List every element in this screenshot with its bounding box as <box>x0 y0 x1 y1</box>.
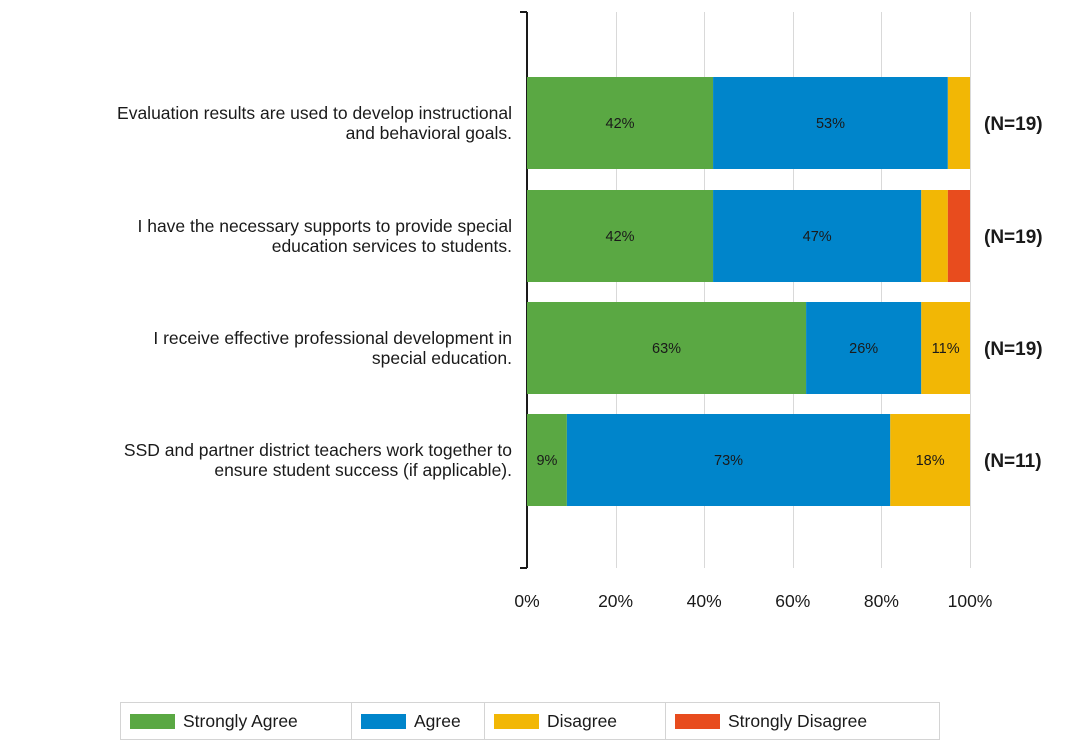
n-label: (N=11) <box>984 451 1042 472</box>
bar-segment <box>527 77 714 169</box>
bar-segment <box>527 190 714 282</box>
category-label: special education. <box>372 348 512 368</box>
legend-label: Disagree <box>547 711 617 731</box>
x-tick-label: 60% <box>775 591 810 611</box>
bar-value-label: 26% <box>849 341 878 357</box>
bar-value-label: 42% <box>606 116 635 132</box>
category-label: Evaluation results are used to develop i… <box>117 103 512 123</box>
x-tick-label: 80% <box>864 591 899 611</box>
bar-value-label: 63% <box>652 341 681 357</box>
y-axis <box>520 11 528 569</box>
n-label: (N=19) <box>984 227 1043 248</box>
bar-segment <box>947 77 970 169</box>
x-tick-labels: 0% 20% 40% 60% 80% 100% <box>514 591 992 611</box>
n-label: (N=19) <box>984 339 1043 360</box>
legend-swatch <box>130 714 175 729</box>
bar-value-label: 11% <box>932 341 960 357</box>
category-labels: Evaluation results are used to develop i… <box>117 103 512 480</box>
bar-segment <box>890 414 970 506</box>
legend-swatch <box>675 714 720 729</box>
legend-swatch <box>494 714 539 729</box>
category-label: and behavioral goals. <box>346 123 512 143</box>
n-label: (N=19) <box>984 114 1043 135</box>
legend-label: Strongly Agree <box>183 711 298 731</box>
category-label: ensure student success (if applicable). <box>214 460 512 480</box>
x-tick-label: 40% <box>687 591 722 611</box>
bar-value-label: 73% <box>714 453 743 469</box>
bar-segment <box>527 302 807 394</box>
bar-value-label: 42% <box>606 229 635 245</box>
bar-value-label: 18% <box>916 453 945 469</box>
bar-segment <box>713 77 948 169</box>
bar-value-label: 47% <box>803 229 832 245</box>
bar-value-label: 53% <box>816 116 845 132</box>
bar-segment <box>713 190 922 282</box>
category-label: education services to students. <box>272 236 512 256</box>
bars: 42% 53% 42% 47% 63% 26% 11% 9% 73% 18% <box>527 77 970 506</box>
x-tick-label: 0% <box>514 591 539 611</box>
bar-value-label: 9% <box>536 453 557 469</box>
bar-segment <box>947 190 970 282</box>
category-label: I receive effective professional develop… <box>153 328 512 348</box>
legend: Strongly Agree Agree Disagree Strongly Disa… <box>120 702 940 740</box>
bar-segment <box>806 302 922 394</box>
x-tick-label: 100% <box>948 591 993 611</box>
category-label: I have the necessary supports to provide… <box>137 216 512 236</box>
bar-segment <box>566 414 891 506</box>
legend-label: Strongly Disagree <box>728 711 867 731</box>
bar-segment <box>921 302 970 394</box>
x-tick-label: 20% <box>598 591 633 611</box>
legend-label: Agree <box>414 711 461 731</box>
n-labels: (N=19) (N=19) (N=19) (N=11) <box>984 114 1043 472</box>
category-label: SSD and partner district teachers work t… <box>124 440 512 460</box>
legend-swatch <box>361 714 406 729</box>
bar-segment <box>527 414 567 506</box>
bar-segment <box>921 190 948 282</box>
